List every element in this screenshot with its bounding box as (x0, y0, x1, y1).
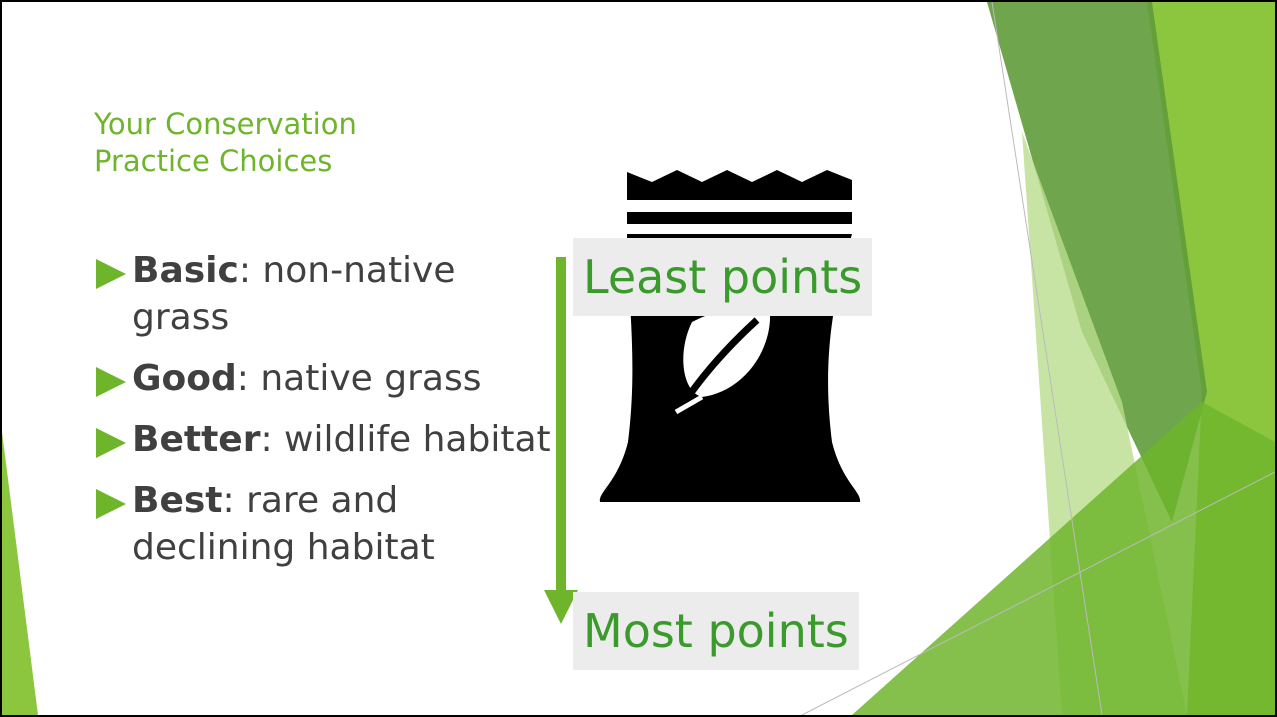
bullet-label: Best (132, 480, 223, 521)
bullet-label: Basic (132, 250, 239, 291)
seed-bag-icon (600, 170, 860, 502)
slide: Your Conservation Practice Choices Basic… (0, 0, 1277, 717)
scale-bottom-label: Most points (573, 592, 859, 670)
bullet-item: Basic: non-native grass (94, 247, 554, 341)
bullet-text: : native grass (237, 358, 482, 399)
bullet-item: Good: native grass (94, 355, 554, 402)
left-accent (2, 432, 38, 715)
bullet-label: Better (132, 419, 260, 460)
title: Your Conservation Practice Choices (94, 106, 454, 180)
bullet-text: : wildlife habitat (260, 419, 550, 460)
bullet-item: Better: wildlife habitat (94, 416, 554, 463)
bullet-label: Good (132, 358, 237, 399)
bullet-list: Basic: non-native grass Good: native gras… (94, 247, 554, 585)
bullet-item: Best: rare and declining habitat (94, 477, 554, 571)
scale-top-label: Least points (573, 238, 872, 316)
